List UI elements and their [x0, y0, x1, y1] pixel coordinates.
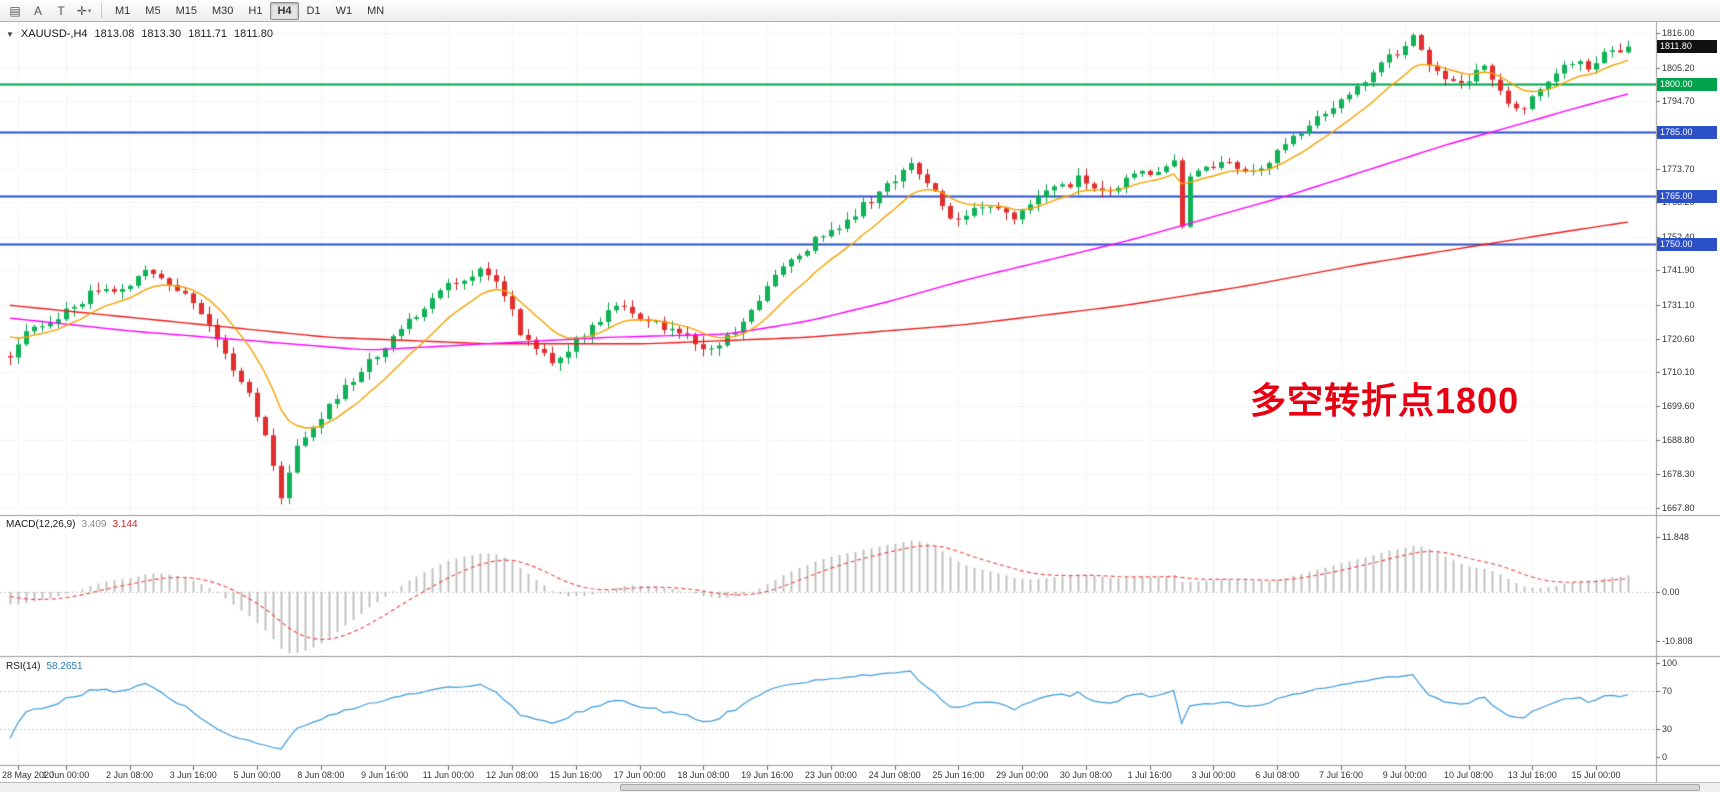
macd-axis-tick: -10.808	[1662, 636, 1693, 647]
price-axis-tick: 1731.10	[1662, 299, 1695, 310]
chart-region: ▼ XAUUSD-,H4 1813.08 1813.30 1811.71 181…	[0, 22, 1720, 792]
time-axis-label: 8 Jun 08:00	[297, 770, 345, 780]
timeframe-button-M15[interactable]: M15	[175, 4, 197, 17]
time-axis-label: 10 Jul 08:00	[1443, 770, 1494, 780]
rsi-title: RSI(14)	[6, 661, 41, 672]
crosshair-tool-icon[interactable]: ✛ ▾	[73, 1, 95, 21]
price-level-badge-1785.00: 1785.00	[1657, 125, 1717, 139]
rsi-axis-tick: 0	[1662, 752, 1668, 762]
price-axis-tick: 1741.90	[1662, 265, 1695, 276]
timeframe-button-W1[interactable]: W1	[335, 4, 353, 17]
price-level-badge-1800.00: 1800.00	[1657, 77, 1717, 91]
price-axis-tick: 1667.80	[1662, 502, 1695, 513]
rsi-axis-tick: 30	[1662, 723, 1673, 734]
macd-axis-tick: 0.00	[1662, 586, 1680, 597]
time-axis-label: 28 May 2020	[2, 770, 55, 780]
horizontal-scrollbar[interactable]	[0, 782, 1720, 792]
price-axis-tick: 1773.70	[1662, 163, 1695, 174]
collapse-triangle-icon[interactable]: ▼	[6, 29, 14, 39]
time-axis-label: 24 Jun 08:00	[868, 770, 921, 780]
time-axis-label: 15 Jul 00:00	[1571, 770, 1621, 780]
price-axis-tick: 1678.30	[1662, 469, 1695, 480]
current-price-badge: 1811.80	[1657, 40, 1717, 54]
price-axis-tick: 1710.10	[1662, 367, 1695, 378]
scrollbar-thumb[interactable]	[620, 784, 1700, 791]
time-axis-label: 25 Jun 16:00	[932, 770, 985, 780]
time-axis-label: 5 Jun 00:00	[233, 770, 281, 780]
time-axis-label: 30 Jun 08:00	[1059, 770, 1112, 780]
time-axis-label: 6 Jul 08:00	[1255, 770, 1300, 780]
timeframe-button-M1[interactable]: M1	[115, 4, 131, 17]
time-axis-label: 1 Jun 00:00	[42, 770, 90, 780]
macd-axis-tick: 11.848	[1662, 532, 1689, 543]
cursor-tool-icon[interactable]: A	[33, 3, 42, 18]
time-axis-label: 1 Jul 16:00	[1127, 770, 1172, 780]
rsi-label: RSI(14) 58.2651	[6, 661, 83, 672]
chevron-down-icon: ▾	[87, 7, 92, 15]
ohlc-open: 1813.08	[94, 28, 135, 40]
time-axis-label: 9 Jul 00:00	[1382, 770, 1427, 780]
time-axis-label: 3 Jun 16:00	[169, 770, 217, 780]
time-axis-label: 19 Jun 16:00	[741, 770, 794, 780]
macd-value-signal: 3.144	[112, 519, 138, 530]
time-axis-label: 9 Jun 16:00	[361, 770, 409, 780]
macd-title: MACD(12,26,9)	[6, 519, 76, 530]
crosshair-icon: ✛	[76, 3, 87, 18]
time-axis-label: 15 Jun 16:00	[549, 770, 602, 780]
time-axis-label: 3 Jul 00:00	[1191, 770, 1236, 780]
time-axis-label: 18 Jun 08:00	[677, 770, 730, 780]
price-axis-tick: 1752.40	[1662, 231, 1695, 242]
charts-list-icon[interactable]: ▤	[9, 3, 21, 18]
timeframe-button-M30[interactable]: M30	[211, 4, 234, 17]
timeframe-button-H4[interactable]: H4	[270, 1, 299, 20]
price-axis-tick: 1794.70	[1662, 96, 1695, 107]
rsi-axis-tick: 100	[1662, 658, 1678, 668]
price-level-badge-1750.00: 1750.00	[1657, 237, 1717, 251]
time-axis-label: 23 Jun 00:00	[804, 770, 857, 780]
timeframe-button-D1[interactable]: D1	[306, 4, 321, 17]
timeframe-button-M5[interactable]: M5	[145, 4, 161, 17]
time-axis-label: 11 Jun 00:00	[422, 770, 475, 780]
price-axis-tick: 1688.80	[1662, 435, 1695, 446]
time-axis-label: 2 Jun 08:00	[106, 770, 154, 780]
macd-label: MACD(12,26,9) 3.409 3.144	[6, 519, 138, 530]
text-tool-icon[interactable]: T	[57, 3, 65, 18]
time-axis-label: 17 Jun 00:00	[613, 770, 666, 780]
price-axis-tick: 1805.20	[1662, 62, 1695, 73]
ohlc-high: 1813.30	[141, 28, 182, 40]
timeframe-buttons: M1 M5 M15 M30 H1 H4 D1 W1 MN	[108, 1, 391, 20]
toolbar-separator	[101, 3, 102, 18]
price-axis-tick: 1720.60	[1662, 333, 1695, 344]
timeframe-button-H1[interactable]: H1	[248, 4, 263, 17]
symbol-period-label: XAUUSD-,H4	[20, 28, 88, 40]
chart-ohlc-header: ▼ XAUUSD-,H4 1813.08 1813.30 1811.71 181…	[6, 28, 273, 40]
price-axis-tick: 1816.00	[1662, 28, 1695, 39]
annotation-text: 多空转折点1800	[1250, 380, 1520, 421]
ohlc-close: 1811.80	[234, 28, 273, 40]
time-axis-label: 7 Jul 16:00	[1318, 770, 1364, 780]
price-axis-tick: 1699.60	[1662, 400, 1695, 411]
rsi-value: 58.2651	[46, 661, 83, 672]
time-axis-label: 29 Jun 00:00	[996, 770, 1049, 780]
price-level-badge-1765.00: 1765.00	[1657, 189, 1717, 203]
price-chart-canvas[interactable]	[0, 22, 1720, 782]
macd-value-main: 3.409	[81, 519, 107, 530]
ohlc-low: 1811.71	[188, 28, 228, 40]
rsi-axis-tick: 70	[1662, 686, 1673, 697]
time-axis-label: 13 Jul 16:00	[1507, 770, 1557, 780]
timeframe-button-MN[interactable]: MN	[367, 4, 385, 17]
main-toolbar: ▤ A T ✛ ▾ M1 M5 M15 M30 H1 H4 D1 W1 MN	[0, 0, 1720, 22]
time-axis-label: 12 Jun 08:00	[486, 770, 539, 780]
